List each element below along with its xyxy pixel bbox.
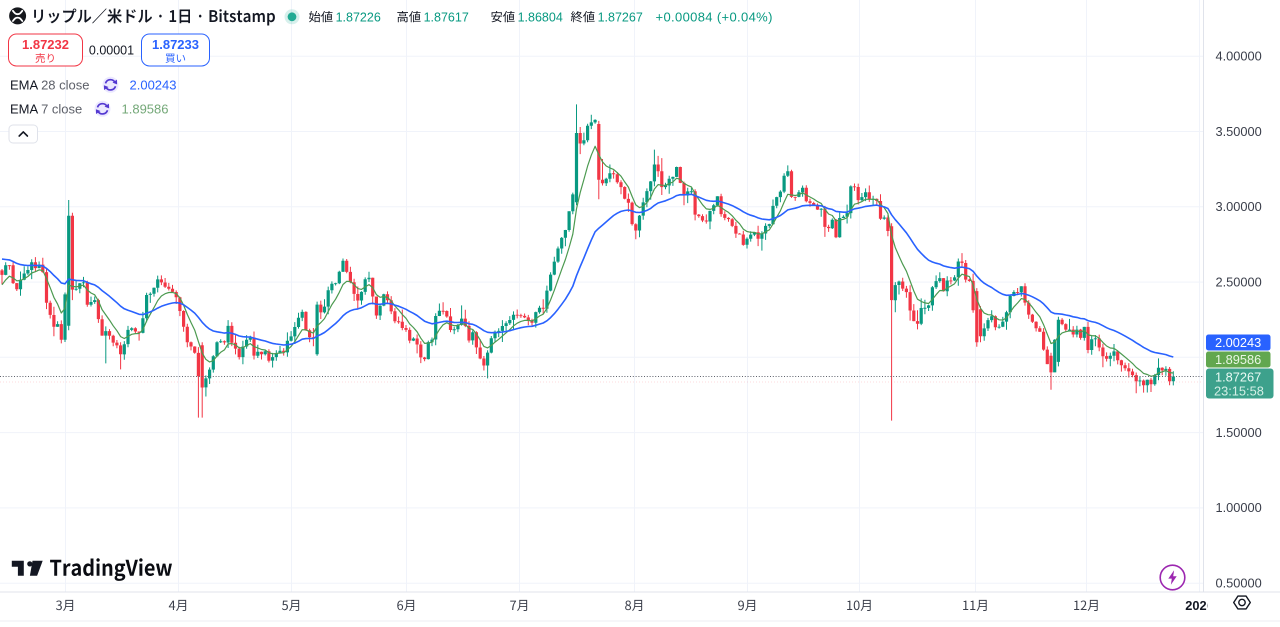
- svg-text:1.50000: 1.50000: [1216, 425, 1262, 440]
- svg-text:1.87226: 1.87226: [336, 10, 381, 24]
- svg-text:1.87232: 1.87232: [22, 37, 69, 52]
- svg-text:1.89586: 1.89586: [1215, 352, 1261, 367]
- svg-text:3.50000: 3.50000: [1216, 124, 1262, 139]
- svg-text:1.87267: 1.87267: [1215, 369, 1261, 384]
- svg-text:2026: 2026: [1185, 598, 1213, 613]
- svg-text:1.87267: 1.87267: [598, 10, 643, 24]
- svg-text:1.00000: 1.00000: [1216, 500, 1262, 515]
- svg-text:3.00000: 3.00000: [1216, 199, 1262, 214]
- svg-text:2.50000: 2.50000: [1216, 274, 1262, 289]
- svg-text:4.00000: 4.00000: [1216, 49, 1262, 64]
- svg-text:1.87233: 1.87233: [152, 37, 199, 52]
- svg-text:0.00001: 0.00001: [89, 44, 134, 58]
- svg-text:EMA 28 close: EMA 28 close: [10, 78, 90, 93]
- svg-text:0.50000: 0.50000: [1216, 576, 1262, 591]
- svg-text:1.87617: 1.87617: [424, 10, 469, 24]
- svg-text:EMA 7 close: EMA 7 close: [10, 102, 82, 117]
- svg-text:+0.00084 (+0.04%): +0.00084 (+0.04%): [656, 9, 773, 24]
- svg-text:1.86804: 1.86804: [518, 10, 563, 24]
- svg-text:23:15:58: 23:15:58: [1214, 383, 1264, 398]
- svg-text:2.00243: 2.00243: [1215, 335, 1261, 350]
- svg-text:2.00243: 2.00243: [130, 78, 177, 93]
- svg-text:1.89586: 1.89586: [122, 102, 169, 117]
